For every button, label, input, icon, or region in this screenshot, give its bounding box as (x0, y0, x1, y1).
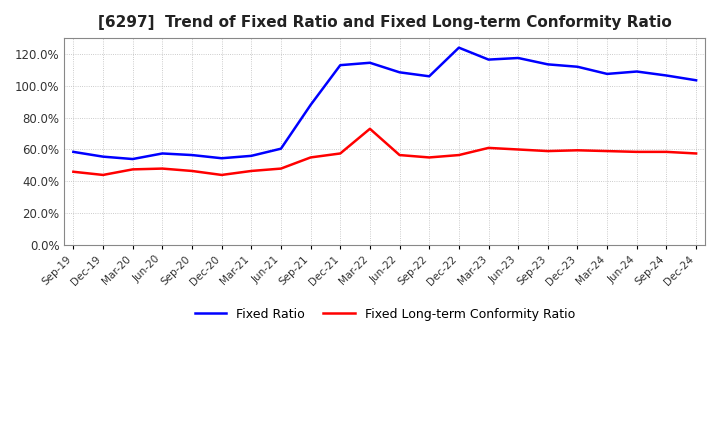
Fixed Long-term Conformity Ratio (514, 147, 523, 152)
Fixed Long-term Conformity Ratio (603, 148, 611, 154)
Fixed Long-term Conformity Ratio (366, 126, 374, 132)
Fixed Long-term Conformity Ratio (336, 151, 345, 156)
Fixed Ratio (692, 77, 701, 83)
Fixed Long-term Conformity Ratio (485, 145, 493, 150)
Fixed Long-term Conformity Ratio (188, 169, 197, 174)
Fixed Ratio (454, 45, 463, 50)
Fixed Long-term Conformity Ratio (454, 152, 463, 158)
Fixed Long-term Conformity Ratio (662, 149, 671, 154)
Fixed Ratio (69, 149, 78, 154)
Fixed Long-term Conformity Ratio (69, 169, 78, 174)
Fixed Long-term Conformity Ratio (276, 166, 285, 171)
Fixed Long-term Conformity Ratio (573, 148, 582, 153)
Fixed Ratio (217, 156, 226, 161)
Fixed Long-term Conformity Ratio (99, 172, 107, 178)
Fixed Long-term Conformity Ratio (247, 169, 256, 174)
Fixed Long-term Conformity Ratio (395, 152, 404, 158)
Fixed Ratio (276, 146, 285, 151)
Fixed Ratio (366, 60, 374, 66)
Fixed Ratio (395, 70, 404, 75)
Fixed Ratio (485, 57, 493, 62)
Fixed Ratio (306, 102, 315, 107)
Fixed Ratio (632, 69, 641, 74)
Legend: Fixed Ratio, Fixed Long-term Conformity Ratio: Fixed Ratio, Fixed Long-term Conformity … (189, 303, 580, 326)
Fixed Ratio (247, 153, 256, 158)
Fixed Ratio (544, 62, 552, 67)
Fixed Long-term Conformity Ratio (544, 148, 552, 154)
Fixed Ratio (128, 156, 137, 161)
Line: Fixed Ratio: Fixed Ratio (73, 48, 696, 159)
Fixed Ratio (662, 73, 671, 78)
Fixed Long-term Conformity Ratio (128, 167, 137, 172)
Fixed Long-term Conformity Ratio (425, 155, 433, 160)
Fixed Long-term Conformity Ratio (217, 172, 226, 178)
Title: [6297]  Trend of Fixed Ratio and Fixed Long-term Conformity Ratio: [6297] Trend of Fixed Ratio and Fixed Lo… (98, 15, 672, 30)
Fixed Long-term Conformity Ratio (306, 155, 315, 160)
Fixed Ratio (425, 73, 433, 79)
Fixed Ratio (514, 55, 523, 61)
Fixed Ratio (158, 151, 166, 156)
Fixed Ratio (336, 62, 345, 68)
Fixed Long-term Conformity Ratio (158, 166, 166, 171)
Fixed Ratio (99, 154, 107, 159)
Fixed Ratio (188, 152, 197, 158)
Fixed Long-term Conformity Ratio (632, 149, 641, 154)
Fixed Ratio (573, 64, 582, 70)
Fixed Ratio (603, 71, 611, 77)
Fixed Long-term Conformity Ratio (692, 151, 701, 156)
Line: Fixed Long-term Conformity Ratio: Fixed Long-term Conformity Ratio (73, 129, 696, 175)
